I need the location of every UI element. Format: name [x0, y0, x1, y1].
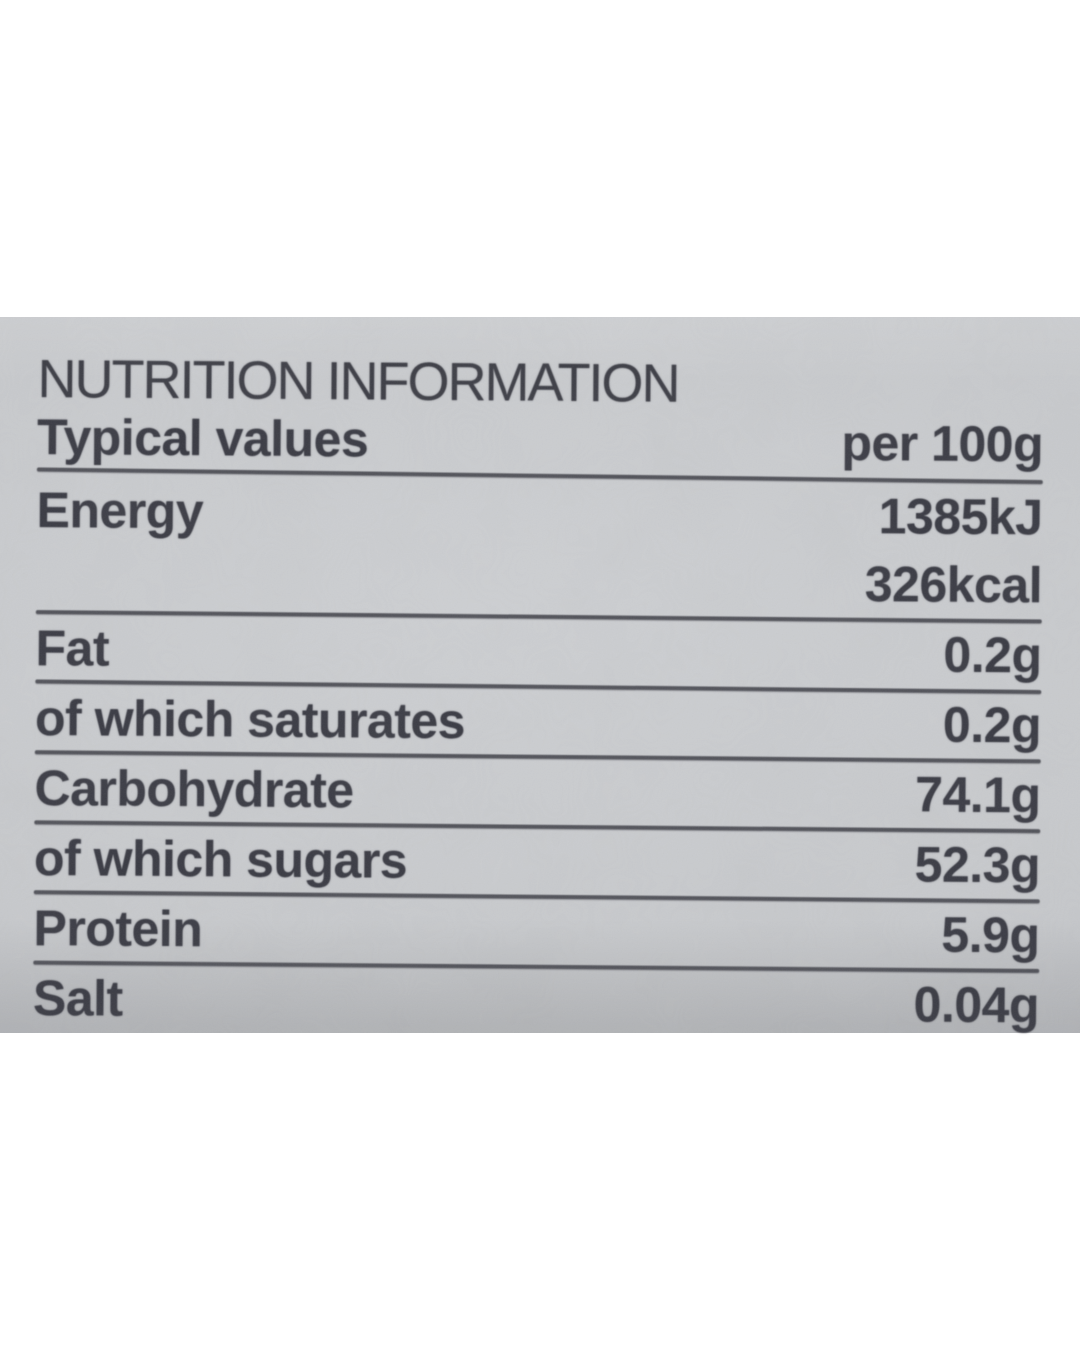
- nutrient-value: 1385kJ: [878, 488, 1043, 546]
- nutrient-name: of which saturates: [34, 690, 466, 750]
- table-header-row: Typical values per 100g: [37, 407, 1043, 474]
- nutrient-name: Carbohydrate: [34, 760, 354, 819]
- nutrient-value: 5.9g: [941, 906, 1040, 964]
- nutrient-row-saturates: of which saturates 0.2g: [35, 688, 1041, 755]
- nutrient-row-carbohydrate: Carbohydrate 74.1g: [34, 758, 1040, 825]
- nutrient-row-fat: Fat 0.2g: [35, 618, 1041, 685]
- nutrient-value: 0.2g: [942, 696, 1042, 754]
- nutrient-row-salt: Salt 0.04g: [33, 968, 1039, 1035]
- nutrition-information-title: NUTRITION INFORMATION: [37, 349, 679, 414]
- nutrient-name: of which sugars: [33, 830, 408, 889]
- nutrition-panel: NUTRITION INFORMATION Typical values per…: [0, 317, 1080, 1036]
- nutrition-label-photo: NUTRITION INFORMATION Typical values per…: [0, 317, 1080, 1033]
- nutrient-name: Fat: [35, 620, 110, 677]
- nutrient-value: 326kcal: [864, 556, 1043, 614]
- nutrient-row-energy: Energy 1385kJ: [36, 480, 1042, 547]
- nutrient-name: Protein: [33, 900, 203, 958]
- nutrient-value: 0.2g: [943, 626, 1042, 684]
- nutrient-value: 52.3g: [914, 836, 1041, 894]
- nutrient-name: Energy: [36, 482, 204, 540]
- nutrient-value: 0.04g: [913, 976, 1040, 1034]
- nutrient-value: 74.1g: [914, 766, 1041, 824]
- nutrient-row-sugars: of which sugars 52.3g: [34, 828, 1040, 895]
- typical-values-header: Typical values: [36, 409, 369, 468]
- per-100g-header: per 100g: [841, 414, 1044, 473]
- nutrient-name: Salt: [32, 970, 123, 1027]
- nutrient-row-protein: Protein 5.9g: [33, 898, 1039, 965]
- nutrient-row-energy-kcal: 326kcal: [36, 548, 1043, 615]
